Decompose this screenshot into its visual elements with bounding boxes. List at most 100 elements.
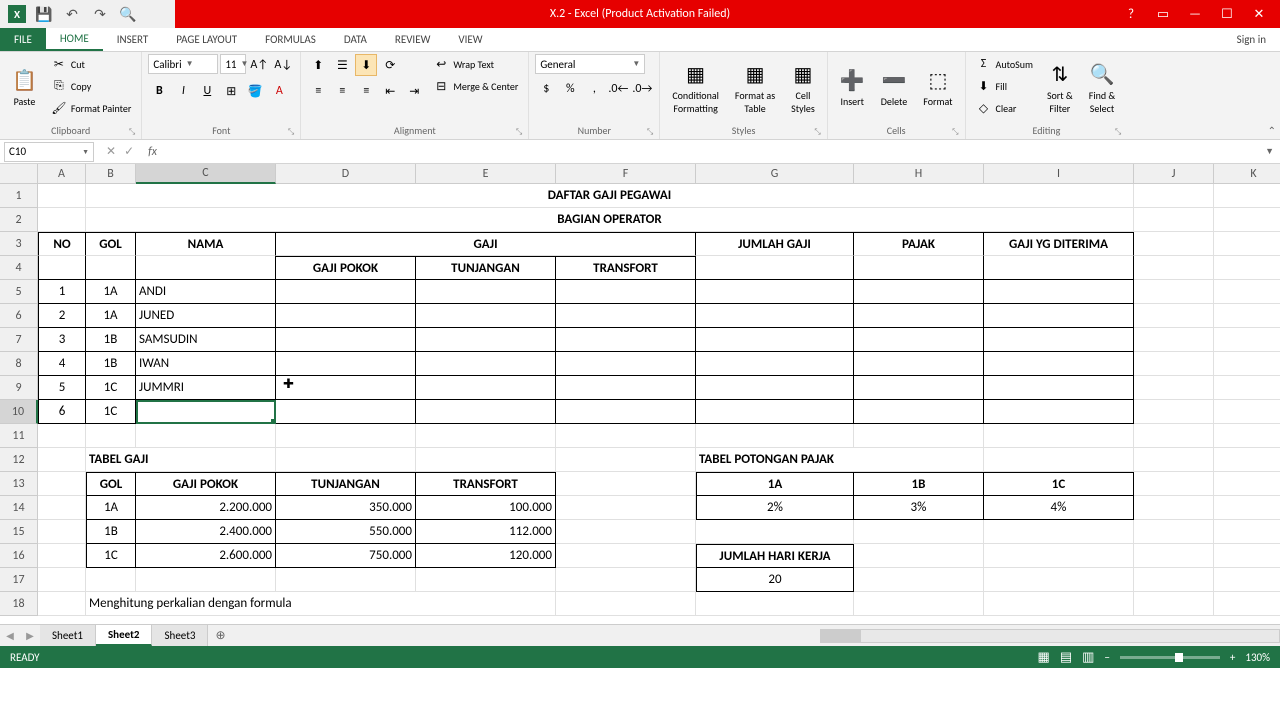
cell-I17[interactable] — [984, 568, 1134, 592]
cell-I13[interactable]: 1C — [984, 472, 1134, 496]
sort-filter-button[interactable]: ⇅Sort & Filter — [1041, 54, 1079, 122]
cell-K16[interactable] — [1214, 544, 1280, 568]
cell-B4[interactable] — [86, 256, 136, 280]
cell-K14[interactable] — [1214, 496, 1280, 520]
cell-C4[interactable] — [136, 256, 276, 280]
cell-J14[interactable] — [1134, 496, 1214, 520]
font-size-select[interactable]: 11▼ — [220, 54, 246, 74]
cell-E9[interactable] — [416, 376, 556, 400]
cut-button[interactable]: ✂Cut — [47, 54, 135, 74]
row-header-2[interactable]: 2 — [0, 208, 38, 232]
cell-A3[interactable]: NO — [38, 232, 86, 256]
row-header-13[interactable]: 13 — [0, 472, 38, 496]
cell-E4[interactable]: TUNJANGAN — [416, 256, 556, 280]
zoom-slider[interactable] — [1120, 656, 1220, 659]
cell-J15[interactable] — [1134, 520, 1214, 544]
row-header-4[interactable]: 4 — [0, 256, 38, 280]
cell-H10[interactable] — [854, 400, 984, 424]
col-header-A[interactable]: A — [38, 164, 86, 184]
cell-I9[interactable] — [984, 376, 1134, 400]
row-header-14[interactable]: 14 — [0, 496, 38, 520]
cell-F12[interactable] — [556, 448, 696, 472]
cell-H8[interactable] — [854, 352, 984, 376]
border-button[interactable]: ⊞ — [220, 80, 242, 102]
decrease-font-button[interactable]: A↓ — [272, 54, 294, 76]
page-layout-view-icon[interactable]: ▤ — [1060, 650, 1072, 665]
cell-I11[interactable] — [984, 424, 1134, 448]
currency-button[interactable]: $ — [535, 78, 557, 100]
col-header-H[interactable]: H — [854, 164, 984, 184]
cell-H6[interactable] — [854, 304, 984, 328]
tab-insert[interactable]: INSERT — [103, 28, 163, 51]
cell-K2[interactable] — [1214, 208, 1280, 232]
cell-F9[interactable] — [556, 376, 696, 400]
percent-button[interactable]: % — [559, 78, 581, 100]
cell-A16[interactable] — [38, 544, 86, 568]
cell-D12[interactable] — [276, 448, 416, 472]
cell-F15[interactable] — [556, 520, 696, 544]
col-header-G[interactable]: G — [696, 164, 854, 184]
cell-K7[interactable] — [1214, 328, 1280, 352]
cell-F7[interactable] — [556, 328, 696, 352]
cell-H11[interactable] — [854, 424, 984, 448]
cell-G4[interactable] — [696, 256, 854, 280]
cell-D5[interactable] — [276, 280, 416, 304]
cell-K12[interactable] — [1214, 448, 1280, 472]
tab-home[interactable]: HOME — [46, 28, 103, 51]
cell-H4[interactable] — [854, 256, 984, 280]
cell-I6[interactable] — [984, 304, 1134, 328]
cell-B8[interactable]: 1B — [86, 352, 136, 376]
cell-A17[interactable] — [38, 568, 86, 592]
cell-J4[interactable] — [1134, 256, 1214, 280]
cell-B1[interactable]: DAFTAR GAJI PEGAWAI — [86, 184, 1134, 208]
cell-A1[interactable] — [38, 184, 86, 208]
cell-D14[interactable]: 350.000 — [276, 496, 416, 520]
cell-C10[interactable] — [136, 400, 276, 424]
cell-J11[interactable] — [1134, 424, 1214, 448]
collapse-ribbon-icon[interactable]: ⌃ — [1268, 124, 1276, 137]
col-header-E[interactable]: E — [416, 164, 556, 184]
cell-I18[interactable] — [984, 592, 1134, 616]
align-left-button[interactable]: ≡ — [307, 80, 329, 102]
cell-I10[interactable] — [984, 400, 1134, 424]
cell-C11[interactable] — [136, 424, 276, 448]
cell-C9[interactable]: JUMMRI — [136, 376, 276, 400]
cell-A11[interactable] — [38, 424, 86, 448]
cell-A14[interactable] — [38, 496, 86, 520]
cell-A13[interactable] — [38, 472, 86, 496]
merge-center-button[interactable]: ⊟Merge & Center — [429, 76, 522, 96]
cell-A10[interactable]: 6 — [38, 400, 86, 424]
cell-E17[interactable] — [416, 568, 556, 592]
cell-I5[interactable] — [984, 280, 1134, 304]
cell-A7[interactable]: 3 — [38, 328, 86, 352]
cell-H13[interactable]: 1B — [854, 472, 984, 496]
cell-J8[interactable] — [1134, 352, 1214, 376]
align-middle-button[interactable]: ☰ — [331, 54, 353, 76]
italic-button[interactable]: I — [172, 80, 194, 102]
cell-J1[interactable] — [1134, 184, 1214, 208]
align-center-button[interactable]: ≡ — [331, 80, 353, 102]
cell-E11[interactable] — [416, 424, 556, 448]
undo-icon[interactable]: ↶ — [62, 4, 82, 24]
row-header-3[interactable]: 3 — [0, 232, 38, 256]
cell-J18[interactable] — [1134, 592, 1214, 616]
cell-G14[interactable]: 2% — [696, 496, 854, 520]
insert-button[interactable]: ➕Insert — [834, 54, 871, 122]
cell-D4[interactable]: GAJI POKOK — [276, 256, 416, 280]
help-icon[interactable]: ? — [1120, 3, 1142, 25]
cell-G17[interactable]: 20 — [696, 568, 854, 592]
cell-F8[interactable] — [556, 352, 696, 376]
ribbon-display-icon[interactable]: ▭ — [1152, 3, 1174, 25]
cell-J7[interactable] — [1134, 328, 1214, 352]
normal-view-icon[interactable]: ▦ — [1038, 650, 1050, 665]
cell-K18[interactable] — [1214, 592, 1280, 616]
cell-H18[interactable] — [854, 592, 984, 616]
decrease-indent-button[interactable]: ⇤ — [379, 80, 401, 102]
cell-B11[interactable] — [86, 424, 136, 448]
cell-I16[interactable] — [984, 544, 1134, 568]
underline-button[interactable]: U — [196, 80, 218, 102]
close-icon[interactable]: ✕ — [1248, 3, 1270, 25]
cell-J3[interactable] — [1134, 232, 1214, 256]
cell-I7[interactable] — [984, 328, 1134, 352]
tab-review[interactable]: REVIEW — [381, 28, 445, 51]
